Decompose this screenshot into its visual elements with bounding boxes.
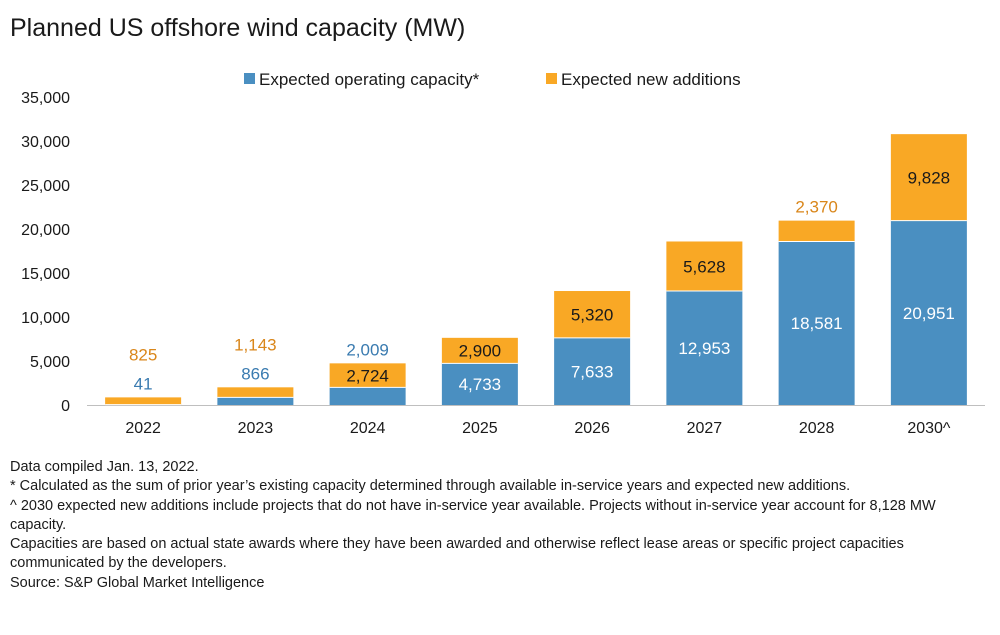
value-label-new-additions: 2,370 [795, 198, 838, 217]
bars [105, 134, 967, 406]
bar-operating [554, 337, 631, 405]
x-tick-label: 2022 [125, 420, 161, 437]
value-label-operating: 2,009 [346, 340, 389, 359]
bar-new-additions [890, 134, 967, 221]
bar-operating [890, 220, 967, 405]
y-tick-label: 5,000 [30, 354, 70, 371]
chart-notes: Data compiled Jan. 13, 2022. * Calculate… [10, 458, 985, 593]
y-tick-label: 25,000 [21, 178, 70, 195]
bar-new-additions [441, 337, 518, 364]
value-label-new-additions: 5,628 [683, 257, 726, 276]
x-tick-label: 2024 [350, 420, 386, 437]
bar-operating [666, 291, 743, 405]
bar-new-additions [778, 220, 855, 242]
y-tick-label: 0 [61, 398, 70, 415]
legend-label-0: Expected operating capacity* [259, 70, 480, 89]
note-source: Source: S&P Global Market Intelligence [10, 574, 265, 591]
x-tick-label: 2030^ [907, 420, 951, 437]
value-label-operating: 18,581 [791, 314, 843, 333]
y-tick-label: 35,000 [21, 90, 70, 107]
x-tick-label: 2025 [462, 420, 498, 437]
legend-label-1: Expected new additions [561, 70, 741, 89]
x-tick-label: 2026 [574, 420, 610, 437]
x-tick-label: 2028 [799, 420, 835, 437]
legend-swatch-1 [546, 73, 557, 84]
value-label-new-additions: 1,143 [234, 335, 277, 354]
value-label-operating: 41 [134, 374, 153, 393]
value-label-new-additions: 2,724 [346, 366, 389, 385]
y-tick-label: 30,000 [21, 134, 70, 151]
bar-new-additions [666, 241, 743, 292]
value-labels: 41 825 866 1,143 2,009 2,724 4,733 2,900 7,633 5,… [129, 168, 955, 394]
note-data-compiled: Data compiled Jan. 13, 2022. [10, 459, 199, 475]
bar-new-additions [329, 363, 406, 388]
legend: Expected operating capacity* Expected new… [244, 70, 741, 89]
y-tick-label: 20,000 [21, 222, 70, 239]
note-capacities-basis: Capacities are based on actual state awa… [10, 536, 904, 572]
value-label-operating: 20,951 [903, 304, 955, 323]
value-label-new-additions: 9,828 [908, 168, 951, 187]
bar-operating [217, 397, 294, 405]
y-axis: 0 5,000 10,000 15,000 20,000 25,000 30,000 35,0… [21, 90, 70, 415]
stacked-bar-chart: Expected operating capacity* Expected new… [21, 70, 985, 437]
chart-title: Planned US offshore wind capacity (MW) [10, 14, 466, 42]
x-tick-label: 2023 [238, 420, 274, 437]
value-label-new-additions: 2,900 [459, 342, 502, 361]
x-axis: 2022 2023 2024 2025 2026 2027 2028 2030^ [87, 405, 985, 437]
y-tick-label: 10,000 [21, 310, 70, 327]
bar-operating [778, 241, 855, 405]
value-label-operating: 866 [241, 364, 269, 383]
value-label-operating: 4,733 [459, 375, 502, 394]
bar-new-additions [105, 397, 182, 405]
value-label-new-additions: 825 [129, 345, 157, 364]
y-tick-label: 15,000 [21, 266, 70, 283]
note-2030-additions: ^ 2030 expected new additions include pr… [10, 497, 936, 533]
value-label-operating: 7,633 [571, 362, 614, 381]
bar-new-additions [217, 387, 294, 398]
x-tick-label: 2027 [687, 420, 723, 437]
value-label-operating: 12,953 [678, 339, 730, 358]
note-operating-capacity: * Calculated as the sum of prior year’s … [10, 478, 851, 495]
legend-swatch-0 [244, 73, 255, 84]
bar-operating [329, 387, 406, 405]
value-label-new-additions: 5,320 [571, 305, 614, 324]
bar-operating [441, 363, 518, 405]
bar-new-additions [554, 291, 631, 338]
